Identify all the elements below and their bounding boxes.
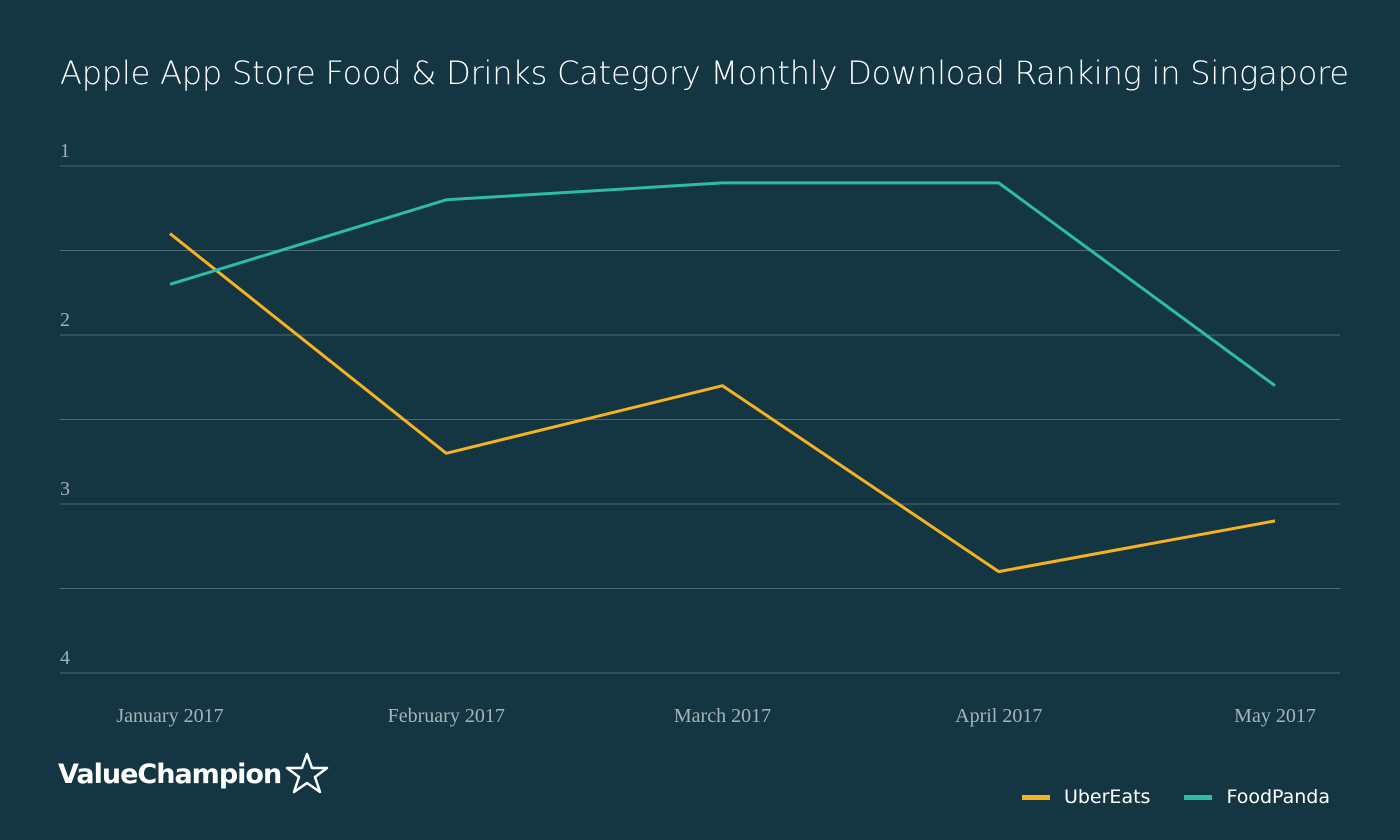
legend-item-ubereats: UberEats [1021, 786, 1151, 808]
x-tick-label: January 2017 [116, 705, 223, 727]
legend-label-foodpanda: FoodPanda [1226, 786, 1330, 808]
legend-item-foodpanda: FoodPanda [1184, 786, 1330, 808]
y-tick-label: 1 [60, 140, 70, 162]
y-tick-label: 2 [60, 309, 70, 331]
star-outline-icon [285, 752, 329, 796]
legend-label-ubereats: UberEats [1063, 786, 1151, 808]
brand-logo: ValueChampion [58, 752, 329, 796]
legend-swatch-ubereats [1021, 794, 1050, 800]
x-axis-ticks: January 2017 February 2017 March 2017 April… [116, 705, 1315, 727]
y-axis-ticks: 1 2 3 4 [60, 140, 70, 669]
series-lines [169, 181, 1276, 574]
gridlines [60, 165, 1340, 674]
x-tick-label: March 2017 [674, 705, 771, 727]
y-tick-label: 3 [60, 478, 70, 500]
x-tick-label: February 2017 [388, 705, 505, 727]
series-line-foodpanda [169, 181, 1276, 387]
brand-logo-text: ValueChampion [58, 758, 282, 790]
x-tick-label: May 2017 [1234, 705, 1316, 727]
chart-title: Apple App Store Food & Drinks Category M… [60, 54, 1349, 92]
series-line-ubereats [169, 232, 1276, 574]
legend-swatch-foodpanda [1184, 794, 1213, 800]
x-tick-label: April 2017 [955, 705, 1042, 727]
y-tick-label: 4 [60, 647, 70, 669]
chart-legend: UberEats FoodPanda [1021, 786, 1330, 808]
